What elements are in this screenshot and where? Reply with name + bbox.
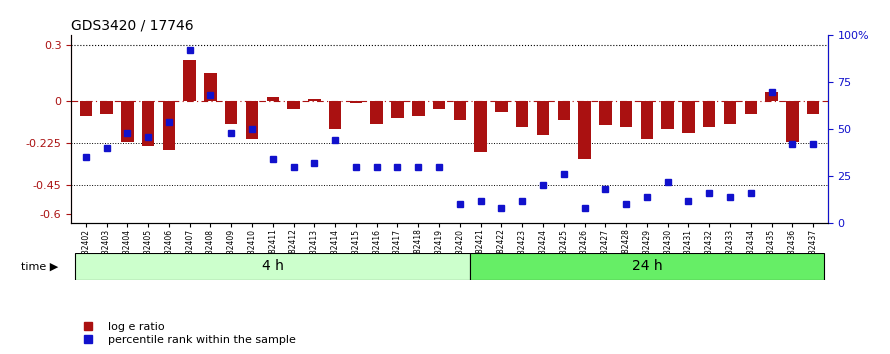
Bar (76, 253, 470, 280)
Bar (142, 101, 154, 146)
Bar (246, 101, 258, 138)
Bar (683, 101, 695, 133)
Text: time ▶: time ▶ (21, 261, 59, 272)
Bar (329, 101, 342, 129)
Bar (392, 101, 404, 118)
Text: 24 h: 24 h (632, 259, 662, 273)
Text: GDS3420 / 17746: GDS3420 / 17746 (71, 19, 194, 33)
Bar (661, 101, 674, 129)
Bar (786, 101, 798, 142)
Bar (433, 101, 445, 109)
Text: 4 h: 4 h (262, 259, 284, 273)
Bar (183, 60, 196, 101)
Bar (101, 101, 113, 114)
Bar (308, 99, 320, 101)
Bar (121, 101, 134, 142)
Bar (619, 101, 632, 127)
Bar (470, 253, 823, 280)
Bar (163, 101, 175, 150)
Bar (474, 101, 487, 152)
Bar (370, 101, 383, 124)
Bar (225, 101, 238, 124)
Bar (599, 101, 611, 125)
Bar (807, 101, 820, 114)
Bar (287, 101, 300, 109)
Bar (204, 73, 216, 101)
Bar (745, 101, 757, 114)
Bar (578, 101, 591, 159)
Bar (537, 101, 549, 135)
Bar (765, 92, 778, 101)
Bar (454, 101, 466, 120)
Bar (724, 101, 736, 124)
Bar (412, 101, 425, 116)
Bar (350, 101, 362, 103)
Bar (79, 101, 92, 116)
Bar (516, 101, 529, 127)
Bar (641, 101, 653, 138)
Legend: log e ratio, percentile rank within the sample: log e ratio, percentile rank within the … (77, 321, 295, 345)
Bar (267, 97, 279, 101)
Bar (495, 101, 507, 112)
Bar (557, 101, 570, 120)
Bar (703, 101, 716, 127)
